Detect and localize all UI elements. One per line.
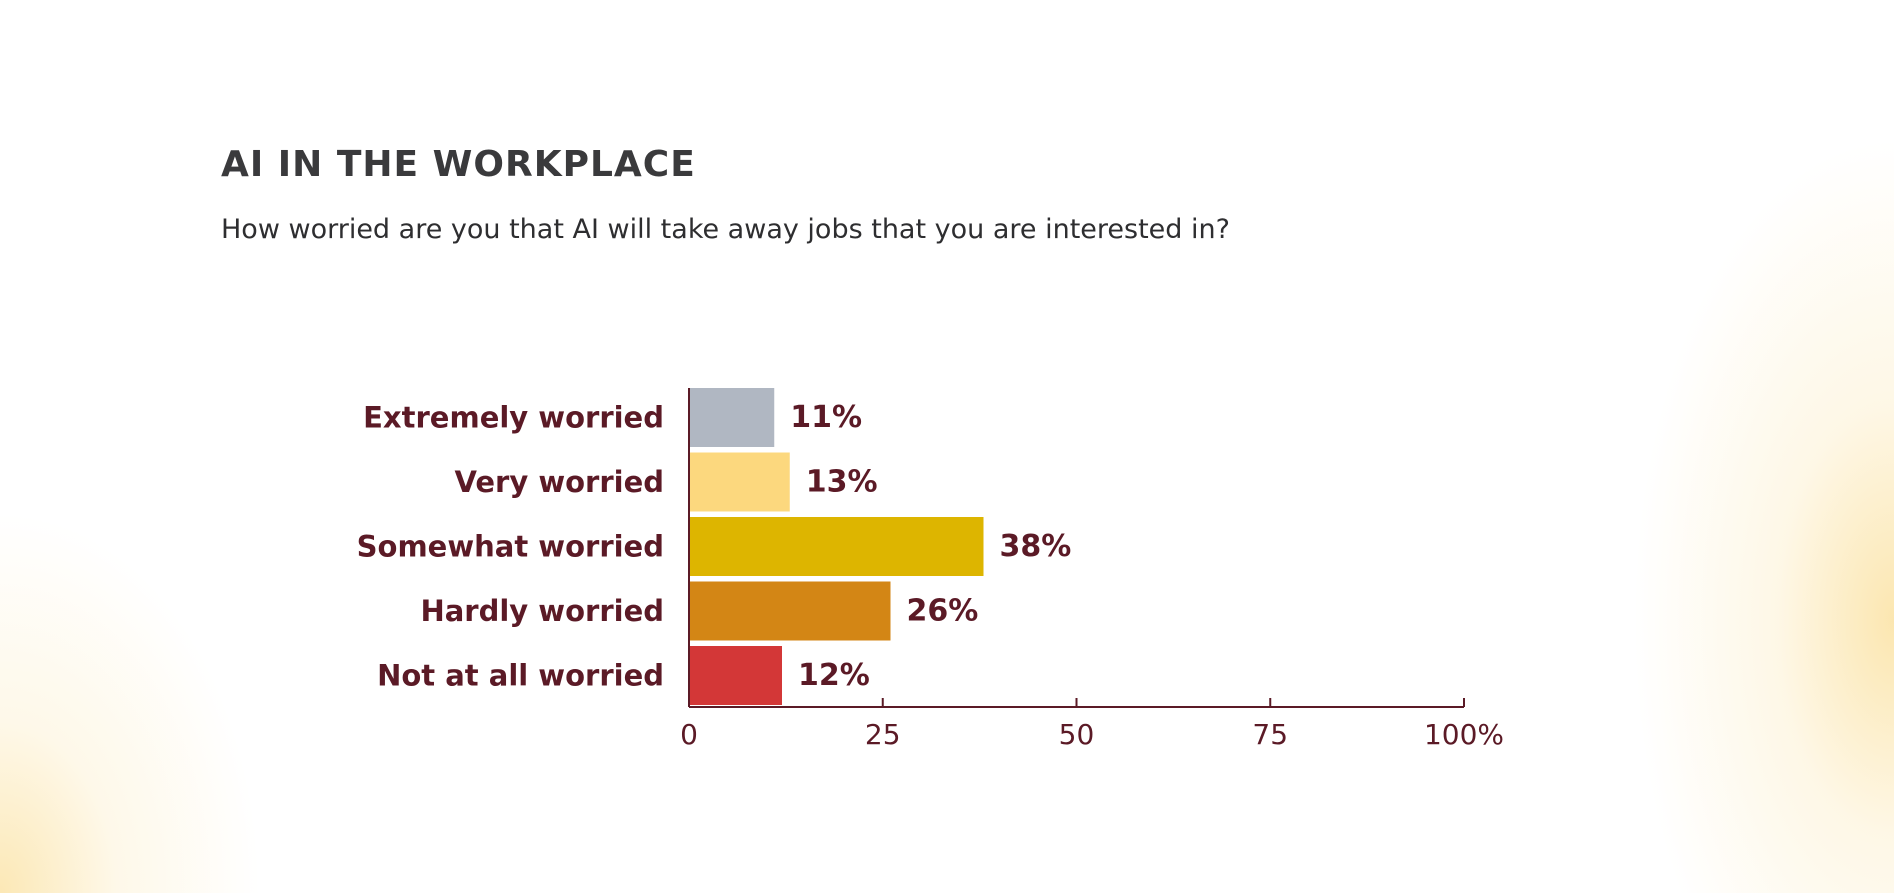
bar [689,452,790,512]
data-label: 38% [1000,529,1072,564]
category-label: Extremely worried [363,401,664,435]
data-label: 13% [806,465,878,500]
x-tick-label: 75 [1252,718,1288,751]
chart-title: AI IN THE WORKPLACE [221,144,696,185]
bar [689,517,984,576]
category-label: Hardly worried [420,594,664,628]
bar [689,581,891,641]
data-label: 12% [798,658,870,693]
data-label: 26% [907,594,979,629]
x-tick-label: 0 [680,718,698,751]
bar [689,388,775,447]
category-label: Somewhat worried [357,530,664,564]
data-label: 11% [790,400,862,435]
bar [689,646,782,705]
x-tick-label: 50 [1059,718,1095,751]
x-tick-label: 100% [1424,718,1504,751]
category-label: Very worried [454,465,664,499]
x-tick-label: 25 [865,718,901,751]
category-label: Not at all worried [377,659,664,693]
chart-subtitle: How worried are you that AI will take aw… [221,214,1230,245]
